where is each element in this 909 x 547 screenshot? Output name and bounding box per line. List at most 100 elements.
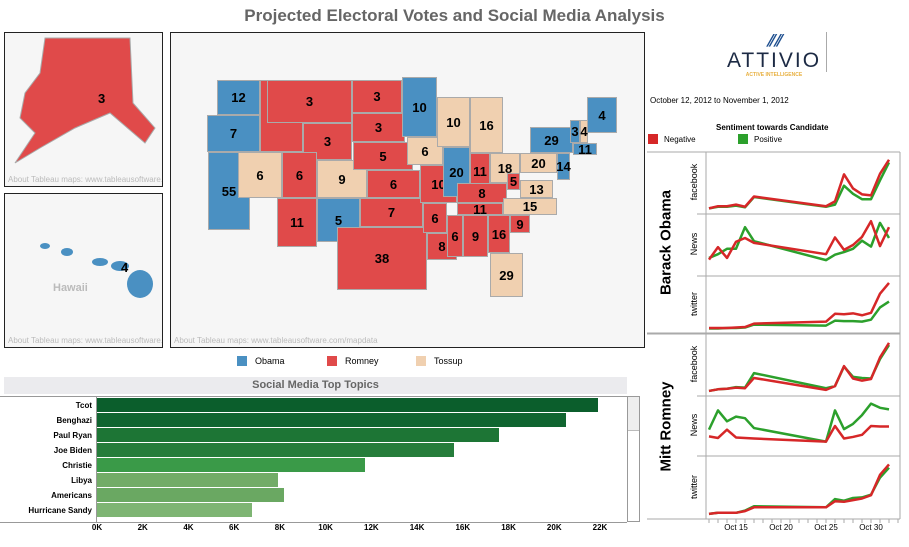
- line-obama-twitter-negative[interactable]: [709, 282, 890, 330]
- state-ky[interactable]: 8: [457, 183, 507, 203]
- bar-label: Christie: [62, 461, 92, 470]
- bar-label: Benghazi: [56, 416, 92, 425]
- state-nc[interactable]: 15: [503, 198, 557, 215]
- state-votes: 14: [556, 159, 571, 174]
- line-obama-news-negative[interactable]: [707, 219, 891, 261]
- romney-swatch: [327, 356, 337, 366]
- state-mi[interactable]: 16: [470, 97, 503, 153]
- state-votes: 6: [431, 210, 439, 226]
- state-votes: 11: [473, 164, 487, 179]
- bar-christie[interactable]: [97, 458, 365, 472]
- state-nj[interactable]: 14: [556, 153, 571, 180]
- state-oh[interactable]: 18: [490, 153, 520, 183]
- date-tick-label: Oct 15: [724, 523, 748, 532]
- x-tick-label: 4K: [183, 523, 194, 532]
- state-co[interactable]: 9: [317, 160, 367, 198]
- line-romney-facebook-positive[interactable]: [708, 344, 891, 393]
- legend-tossup[interactable]: Tossup: [416, 356, 463, 366]
- bar-benghazi[interactable]: [97, 413, 566, 427]
- map-credit[interactable]: About Tableau maps: www.tableausoftware.…: [8, 175, 163, 184]
- state-al[interactable]: 9: [463, 215, 488, 257]
- scrollbar[interactable]: [627, 396, 640, 522]
- bar-hurricane-sandy[interactable]: [97, 503, 253, 517]
- state-sd[interactable]: 3: [352, 113, 405, 142]
- line-obama-news-positive[interactable]: [708, 221, 891, 262]
- line-romney-twitter-negative[interactable]: [708, 463, 890, 516]
- state-votes: 10: [446, 114, 461, 130]
- logo-tagline: ACTIVE INTELLIGENCE: [745, 72, 803, 78]
- source-label: News: [689, 413, 699, 437]
- state-nd[interactable]: 3: [352, 80, 402, 113]
- state-az[interactable]: 11: [277, 198, 317, 247]
- state-me[interactable]: 4: [587, 97, 617, 133]
- state-ms[interactable]: 6: [447, 215, 463, 257]
- state-sc[interactable]: 9: [510, 215, 530, 233]
- legend-obama[interactable]: Obama: [237, 356, 285, 366]
- state-wi[interactable]: 10: [437, 97, 470, 147]
- line-obama-twitter-positive[interactable]: [709, 300, 890, 330]
- state-ok[interactable]: 7: [360, 198, 423, 227]
- bar-paul-ryan[interactable]: [97, 428, 500, 442]
- legend-label: Positive: [754, 134, 783, 144]
- map-credit[interactable]: About Tableau maps: www.tableausoftware.…: [174, 336, 378, 345]
- state-ut[interactable]: 6: [282, 152, 317, 198]
- state-in[interactable]: 11: [470, 153, 490, 190]
- state-votes: 9: [516, 216, 524, 232]
- hawaii-map[interactable]: 4 Hawaii About Tableau maps: www.tableau…: [4, 193, 163, 348]
- state-votes: 7: [229, 126, 238, 141]
- alaska-map[interactable]: 3 About Tableau maps: www.tableausoftwar…: [4, 32, 163, 187]
- line-romney-facebook-negative[interactable]: [708, 342, 891, 393]
- line-obama-facebook-positive[interactable]: [708, 161, 891, 210]
- state-ne[interactable]: 5: [353, 142, 413, 170]
- state-pa[interactable]: 20: [520, 153, 557, 173]
- state-votes: 3: [374, 120, 383, 135]
- scrollbar-thumb[interactable]: [628, 397, 639, 431]
- x-tick-label: 20K: [546, 523, 562, 532]
- state-ks[interactable]: 6: [367, 170, 420, 198]
- state-va[interactable]: 13: [520, 180, 553, 198]
- state-votes: 11: [578, 141, 592, 157]
- state-vt[interactable]: 3: [570, 120, 580, 143]
- state-votes: 3: [305, 94, 314, 109]
- state-ma[interactable]: 11: [573, 141, 597, 157]
- state-votes: 15: [522, 199, 538, 214]
- state-votes: 6: [256, 167, 264, 183]
- state-tx[interactable]: 38: [337, 227, 427, 290]
- alaska-shape: [14, 37, 156, 164]
- state-mt[interactable]: 3: [267, 80, 352, 123]
- line-obama-facebook-negative[interactable]: [708, 159, 891, 210]
- legend-label: Obama: [255, 356, 285, 366]
- hawaii-label: Hawaii: [53, 282, 88, 294]
- state-votes: 4: [580, 124, 588, 139]
- line-romney-news-positive[interactable]: [707, 402, 890, 443]
- bar-tcot[interactable]: [97, 398, 598, 412]
- state-fl[interactable]: 29: [490, 253, 523, 297]
- date-tick-label: Oct 20: [769, 523, 793, 532]
- line-romney-news-negative[interactable]: [708, 424, 889, 443]
- alaska-votes: 3: [98, 91, 106, 106]
- state-votes: 5: [334, 212, 343, 228]
- legend-positive[interactable]: Positive: [738, 134, 782, 144]
- state-ga[interactable]: 16: [488, 215, 510, 253]
- map-credit[interactable]: About Tableau maps: www.tableausoftware.…: [8, 336, 163, 345]
- bar-libya[interactable]: [97, 473, 278, 487]
- state-ar[interactable]: 6: [423, 203, 447, 233]
- bar-joe-biden[interactable]: [97, 443, 454, 457]
- state-wv[interactable]: 5: [507, 173, 520, 190]
- state-nv[interactable]: 6: [238, 152, 282, 198]
- bar-americans[interactable]: [97, 488, 285, 502]
- date-tick-label: Oct 30: [859, 523, 883, 532]
- source-label: twitter: [689, 474, 699, 499]
- obama-swatch: [237, 356, 247, 366]
- state-ny[interactable]: 29: [530, 127, 573, 153]
- tossup-swatch: [416, 356, 426, 366]
- state-votes: 10: [412, 99, 427, 115]
- legend-romney[interactable]: Romney: [327, 356, 379, 366]
- state-wa[interactable]: 12: [217, 80, 260, 115]
- state-tn[interactable]: 11: [457, 202, 503, 217]
- us-electoral-map[interactable]: About Tableau maps: www.tableausoftware.…: [170, 32, 645, 348]
- line-romney-twitter-positive[interactable]: [708, 466, 890, 516]
- legend-negative[interactable]: Negative: [648, 134, 696, 144]
- state-mn[interactable]: 10: [402, 77, 437, 137]
- state-or[interactable]: 7: [207, 115, 260, 152]
